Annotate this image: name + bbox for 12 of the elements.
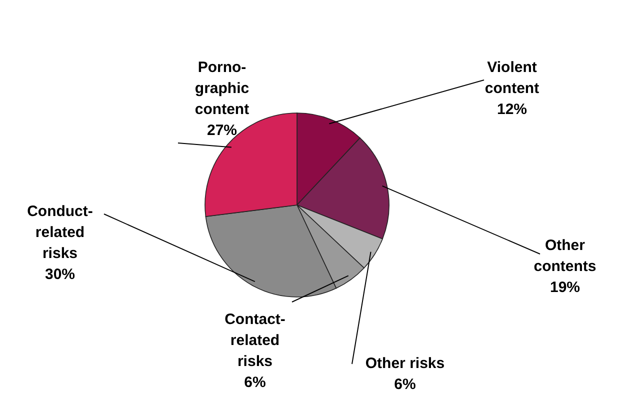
- data-label: 30%: [44, 266, 76, 283]
- data-label: 6%: [394, 376, 416, 393]
- data-label: 12%: [496, 101, 528, 118]
- slice-label: Other contents: [534, 237, 596, 275]
- data-label: 19%: [550, 279, 580, 296]
- data-label: 27%: [206, 122, 238, 139]
- slice-label: Violent content: [484, 59, 540, 97]
- slice-label: Contact- related risks: [224, 311, 286, 370]
- slice-label: Other risks: [365, 355, 445, 372]
- slice-label: Porno- graphic content: [194, 59, 250, 118]
- data-label: 6%: [244, 374, 266, 391]
- slice-label: Conduct- related risks: [27, 203, 93, 262]
